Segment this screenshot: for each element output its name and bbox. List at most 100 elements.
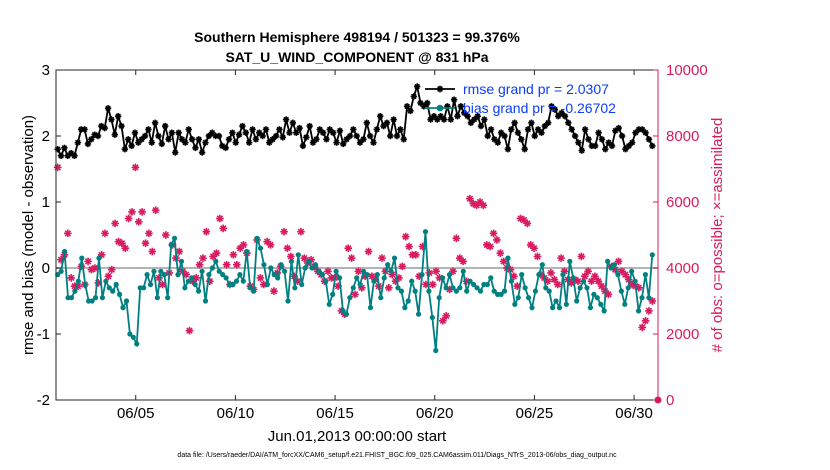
bias-point <box>271 272 277 278</box>
rmse-point <box>71 152 78 159</box>
rmse-point <box>514 129 522 136</box>
obs-assimilated-marker <box>124 214 133 223</box>
x-tick-label: 06/05 <box>117 405 155 422</box>
bias-point <box>594 295 600 301</box>
bias-point <box>357 281 363 288</box>
y-right-tick-label: 0 <box>666 392 674 409</box>
bias-point <box>450 285 456 291</box>
obs-assimilated-marker <box>121 244 130 252</box>
rmse-point <box>195 136 202 143</box>
rmse-point <box>182 139 189 146</box>
obs-assimilated-marker <box>499 257 508 266</box>
bias-point <box>646 295 652 301</box>
rmse-point <box>340 140 347 148</box>
bias-point <box>467 278 473 284</box>
obs-assimilated-marker <box>412 251 420 259</box>
rmse-point <box>84 140 92 148</box>
rmse-point <box>279 134 286 141</box>
obs-assimilated-marker <box>111 219 119 228</box>
obs-assimilated-marker <box>195 260 204 269</box>
obs-assimilated-marker <box>351 290 359 299</box>
bias-point <box>316 268 322 274</box>
bias-point <box>601 308 607 314</box>
bias-point <box>367 305 374 311</box>
bias-point <box>68 295 75 301</box>
obs-assimilated-marker <box>141 239 150 248</box>
x-axis-label: Jun.01,2013 00:00:00 start <box>268 428 447 445</box>
obs-assimilated-marker <box>479 201 488 210</box>
bias-point <box>433 347 439 354</box>
bias-point <box>302 265 308 271</box>
bias-point <box>89 298 95 304</box>
bias-point <box>395 285 401 291</box>
obs-assimilated-marker <box>533 252 542 261</box>
obs-assimilated-marker <box>128 208 136 216</box>
rmse-point <box>464 113 471 120</box>
obs-assimilated-marker <box>547 269 555 277</box>
bias-point <box>347 295 353 301</box>
rmse-point <box>531 132 538 140</box>
obs-assimilated-marker <box>553 280 562 289</box>
rmse-point <box>61 144 68 152</box>
bias-point <box>409 278 415 284</box>
rmse-point <box>484 132 491 140</box>
bias-point <box>144 272 150 278</box>
obs-assimilated-marker <box>584 267 592 276</box>
bias-point <box>116 291 123 297</box>
bias-point <box>570 275 576 281</box>
x-tick-label: 06/25 <box>516 405 554 422</box>
obs-assimilated-marker <box>378 254 386 262</box>
bias-point <box>340 308 346 314</box>
rmse-point <box>215 132 223 140</box>
bias-point <box>412 288 418 294</box>
bias-point <box>598 301 604 307</box>
bias-point <box>123 298 130 304</box>
bias-point <box>319 272 325 278</box>
obs-assimilated-marker <box>67 274 76 282</box>
rmse-point <box>598 136 606 143</box>
obs-assimilated-marker <box>523 219 532 228</box>
rmse-point <box>239 122 246 130</box>
obs-assimilated-marker <box>151 206 160 215</box>
rmse-point <box>397 126 404 133</box>
bias-point <box>244 248 250 255</box>
bias-point <box>515 295 521 301</box>
bias-point <box>649 252 655 258</box>
rmse-point <box>323 136 330 143</box>
obs-assimilated-marker <box>489 229 498 238</box>
bias-point <box>223 275 229 281</box>
rmse-point <box>151 119 159 126</box>
bias-point <box>237 272 243 278</box>
obs-assimilated-marker <box>199 254 207 262</box>
bias-point <box>574 298 580 304</box>
bias-point <box>295 252 301 258</box>
obs-assimilated-marker <box>182 270 190 279</box>
bias-point <box>251 288 257 294</box>
x-tick-label: 06/15 <box>316 405 354 422</box>
rmse-point <box>521 146 528 153</box>
obs-assimilated-marker <box>442 312 451 320</box>
bias-point <box>158 268 164 274</box>
rmse-point <box>262 126 270 133</box>
bias-point <box>474 285 480 291</box>
bias-point <box>563 301 569 307</box>
rmse-point <box>229 129 236 136</box>
bias-point <box>642 272 649 278</box>
y-right-tick-label: 6000 <box>666 194 699 211</box>
rmse-point <box>242 129 250 136</box>
obs-assimilated-marker <box>638 323 646 332</box>
bias-point <box>512 301 518 307</box>
obs-assimilated-marker <box>118 239 126 248</box>
bias-point <box>608 265 614 271</box>
rmse-point <box>628 139 636 146</box>
obs-assimilated-marker <box>297 227 305 236</box>
bias-point <box>498 291 504 297</box>
rmse-point <box>565 119 572 126</box>
bias-point <box>312 262 319 268</box>
bias-point <box>618 288 624 294</box>
obs-assimilated-marker <box>202 227 211 236</box>
bias-point <box>275 275 281 281</box>
rmse-point <box>98 122 105 130</box>
rmse-point <box>581 126 589 133</box>
obs-assimilated-marker <box>216 214 224 223</box>
